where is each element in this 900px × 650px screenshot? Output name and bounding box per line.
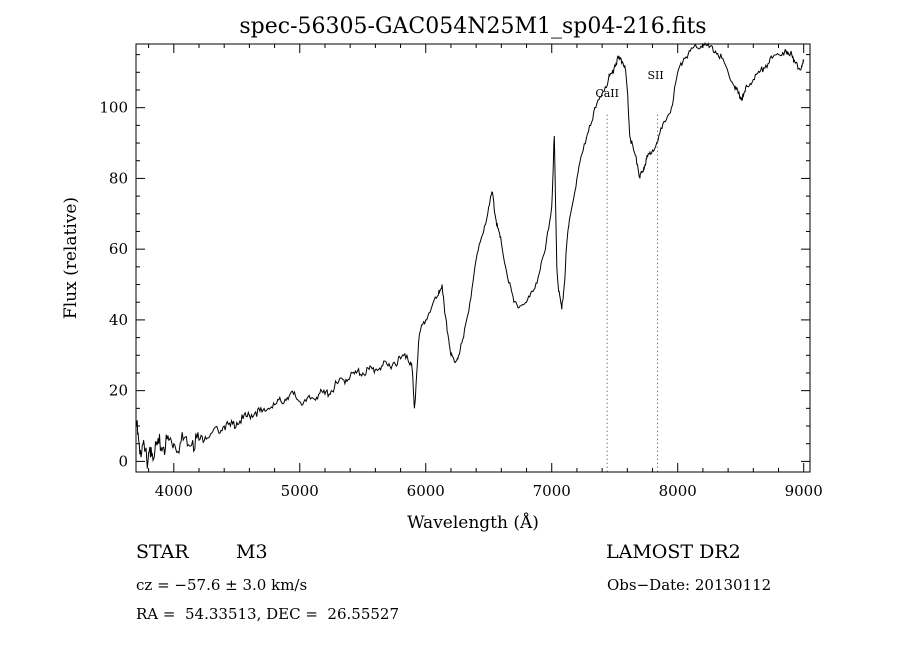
survey-name: LAMOST DR2 xyxy=(606,541,741,563)
ra-dec-coordinates: RA = 54.33513, DEC = 26.55527 xyxy=(136,605,400,623)
x-tick-label: 8000 xyxy=(659,482,697,500)
object-subclass: M3 xyxy=(236,541,268,563)
x-tick-label: 7000 xyxy=(533,482,571,500)
spectral-line-label-caii: CaII xyxy=(595,87,619,100)
spectral-line-label-sii: SII xyxy=(647,69,663,82)
chart-title: spec-56305-GAC054N25M1_sp04-216.fits xyxy=(239,14,706,39)
y-tick-label: 0 xyxy=(118,452,128,470)
object-class: STAR xyxy=(136,541,189,563)
y-tick-label: 100 xyxy=(99,99,128,117)
x-tick-label: 4000 xyxy=(155,482,193,500)
y-tick-label: 20 xyxy=(109,382,128,400)
x-axis-label: Wavelength (Å) xyxy=(407,512,539,533)
spectrum-line xyxy=(136,41,805,469)
y-axis-label: Flux (relative) xyxy=(61,197,81,319)
y-tick-label: 80 xyxy=(109,169,128,187)
x-tick-label: 6000 xyxy=(407,482,445,500)
x-tick-label: 5000 xyxy=(281,482,319,500)
plot-frame xyxy=(135,43,811,473)
observation-date: Obs−Date: 20130112 xyxy=(607,576,772,594)
x-tick-label: 9000 xyxy=(785,482,823,500)
y-tick-label: 40 xyxy=(109,311,128,329)
y-tick-label: 60 xyxy=(109,240,128,258)
redshift-cz: cz = −57.6 ± 3.0 km/s xyxy=(136,576,308,594)
